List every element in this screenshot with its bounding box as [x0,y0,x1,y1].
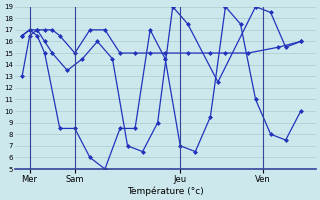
X-axis label: Température (°c): Température (°c) [127,186,204,196]
